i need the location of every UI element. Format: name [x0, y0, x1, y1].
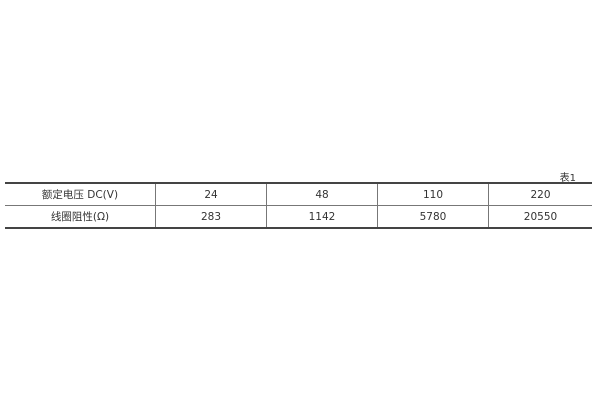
table-cell: 110: [377, 183, 489, 206]
table-caption: 表1: [559, 173, 576, 184]
table-cell: 20550: [488, 205, 592, 228]
table-row-coil-resistance: 线圈阻性(Ω) 283 1142 5780 20550: [5, 205, 592, 228]
spec-table: 额定电压 DC(V) 24 48 110 220 线圈阻性(Ω) 283 114…: [5, 182, 592, 229]
row-label: 线圈阻性(Ω): [50, 211, 110, 223]
table-cell: 5780: [377, 205, 489, 228]
table-cell: 24: [155, 183, 267, 206]
table-cell: 283: [155, 205, 267, 228]
table-cell: 1142: [266, 205, 378, 228]
table-row-rated-voltage: 额定电压 DC(V) 24 48 110 220: [5, 183, 592, 206]
table-cell: 220: [488, 183, 592, 206]
row-label: 额定电压 DC(V): [5, 183, 156, 206]
table-cell: 48: [266, 183, 378, 206]
